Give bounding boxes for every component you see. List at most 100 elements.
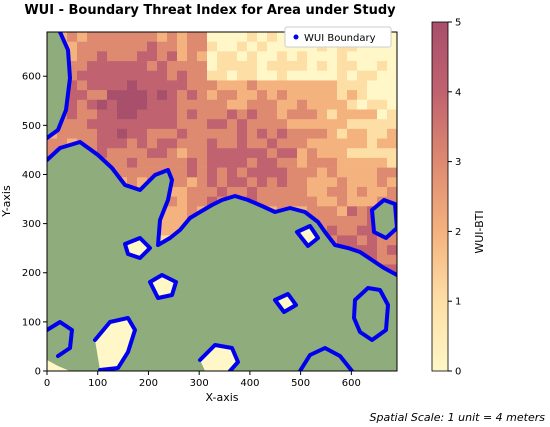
heat-cell	[237, 177, 248, 188]
heat-cell	[177, 51, 188, 62]
heat-cell	[147, 157, 158, 168]
heat-cell	[237, 70, 248, 81]
heat-cell	[247, 70, 258, 81]
heat-cell	[127, 51, 138, 62]
heat-cell	[247, 119, 258, 130]
heat-cell	[327, 148, 338, 159]
heat-cell	[327, 51, 338, 62]
heat-cell	[267, 41, 278, 52]
heat-cell	[317, 167, 328, 178]
heat-cell	[127, 70, 138, 81]
heat-cell	[87, 99, 98, 110]
heat-cell	[317, 186, 328, 197]
heat-cell	[217, 177, 228, 188]
heat-cell	[367, 196, 378, 207]
heat-cell	[187, 167, 198, 178]
heat-cell	[147, 128, 158, 139]
heat-cell	[287, 138, 298, 149]
heat-cell	[257, 32, 268, 42]
heat-cell	[207, 51, 218, 62]
heat-cell	[87, 138, 98, 149]
heat-cell	[327, 196, 338, 207]
heat-cell	[307, 51, 318, 62]
heat-cell	[307, 138, 318, 149]
heat-cell	[127, 157, 138, 168]
heat-cell	[127, 90, 138, 101]
x-tick-label: 300	[190, 378, 209, 389]
heat-cell	[157, 41, 168, 52]
heat-cell	[387, 41, 397, 52]
heat-cell	[177, 119, 188, 130]
heat-cell	[317, 80, 328, 91]
heat-cell	[277, 70, 288, 81]
y-tick-label: 600	[22, 72, 41, 83]
colorbar-tick-label: 4	[455, 87, 461, 98]
heat-cell	[227, 80, 238, 91]
colorbar-tick-label: 2	[455, 227, 461, 238]
heat-cell	[257, 90, 268, 101]
heat-cell	[307, 109, 318, 120]
heat-cell	[197, 99, 208, 110]
heat-cell	[47, 361, 58, 371]
heat-cell	[197, 177, 208, 188]
heat-cell	[237, 128, 248, 139]
heat-cell	[287, 177, 298, 188]
heat-cell	[77, 109, 88, 120]
heat-cell	[187, 70, 198, 81]
heat-cell	[167, 216, 178, 227]
heat-cell	[207, 80, 218, 91]
heat-cell	[217, 119, 228, 130]
plot-area	[47, 32, 397, 371]
heat-cell	[267, 61, 278, 72]
heat-cell	[297, 109, 308, 120]
colorbar-tick-label: 0	[455, 367, 461, 378]
heat-cell	[187, 138, 198, 149]
heat-cell	[377, 245, 388, 256]
heat-cell	[367, 157, 378, 168]
heat-cell	[337, 177, 348, 188]
heat-cell	[347, 177, 358, 188]
heat-cell	[257, 119, 268, 130]
heat-cell	[187, 90, 198, 101]
heat-cell	[77, 70, 88, 81]
heat-cell	[247, 99, 258, 110]
heat-cell	[107, 70, 118, 81]
heat-cell	[377, 80, 388, 91]
heat-cell	[307, 80, 318, 91]
heat-cell	[227, 61, 238, 72]
colorbar-tick-label: 3	[455, 157, 461, 168]
heat-cell	[197, 61, 208, 72]
heat-cell	[97, 41, 108, 52]
heat-cell	[117, 119, 128, 130]
heat-cell	[327, 61, 338, 72]
heat-cell	[207, 157, 218, 168]
heat-cell	[117, 157, 128, 168]
heat-cell	[357, 177, 368, 188]
heat-cell	[87, 128, 98, 139]
heat-cell	[77, 119, 88, 130]
heat-cell	[97, 90, 108, 101]
heat-cell	[387, 61, 397, 72]
heat-cell	[107, 157, 118, 168]
heat-cell	[357, 186, 368, 197]
heat-cell	[337, 196, 348, 207]
heat-cell	[297, 196, 308, 207]
heat-cell	[297, 119, 308, 130]
heat-cell	[77, 90, 88, 101]
heat-cell	[387, 157, 397, 168]
heat-cell	[357, 235, 368, 246]
heat-cell	[347, 138, 358, 149]
heat-cell	[357, 51, 368, 62]
heat-cell	[367, 109, 378, 120]
heat-cell	[217, 51, 228, 62]
heat-cell	[357, 138, 368, 149]
heat-cell	[187, 206, 198, 217]
heat-cell	[367, 99, 378, 110]
heat-cell	[117, 90, 128, 101]
heat-cell	[97, 51, 108, 62]
x-tick-label: 400	[240, 378, 259, 389]
x-tick-label: 100	[88, 378, 107, 389]
heat-cell	[387, 109, 397, 120]
heat-cell	[297, 70, 308, 81]
colorbar: 0 1 2 3 4 5 WUI-BTI	[431, 18, 486, 378]
